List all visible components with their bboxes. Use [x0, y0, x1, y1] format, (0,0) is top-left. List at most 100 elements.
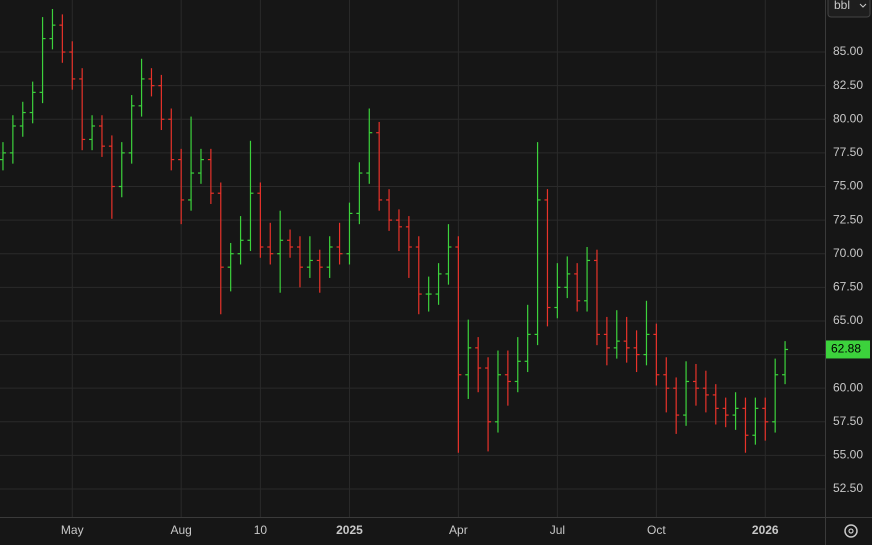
- ohlc-bar: [504, 350, 511, 406]
- unit-dropdown[interactable]: [827, 0, 871, 18]
- settings-button[interactable]: [844, 524, 858, 538]
- ohlc-bar: [267, 222, 274, 265]
- x-tick-label: 10: [254, 523, 268, 537]
- ohlc-bar: [395, 209, 402, 252]
- ohlc-bar: [237, 216, 244, 265]
- ohlc-bar: [138, 58, 145, 117]
- ohlc-bar: [425, 276, 432, 312]
- ohlc-bar: [287, 229, 294, 258]
- y-tick-label: 85.00: [833, 44, 863, 58]
- ohlc-bar: [405, 216, 412, 278]
- ohlc-bar: [118, 142, 125, 198]
- ohlc-bar: [633, 330, 640, 373]
- ohlc-bar: [336, 222, 343, 265]
- y-tick-label: 57.50: [833, 414, 863, 428]
- ohlc-bar: [197, 148, 204, 184]
- ohlc-bar: [593, 249, 600, 346]
- x-tick-label: 2026: [752, 523, 779, 537]
- ohlc-bar: [514, 337, 521, 393]
- ohlc-bar: [673, 377, 680, 434]
- ohlc-bar: [445, 224, 452, 285]
- ohlc-bar: [217, 182, 224, 315]
- dropdown-arrow: [859, 3, 867, 8]
- ohlc-bar: [89, 115, 96, 151]
- y-tick-label: 52.50: [833, 481, 863, 495]
- ohlc-bar: [376, 121, 383, 211]
- ohlc-bar: [534, 142, 541, 346]
- y-tick-label: 55.00: [833, 448, 863, 462]
- ohlc-bar: [722, 397, 729, 428]
- ohlc-bar: [247, 140, 254, 252]
- y-tick-label: 65.00: [833, 313, 863, 327]
- ohlc-bar: [692, 363, 699, 406]
- ohlc-bar: [455, 236, 462, 453]
- ohlc-bar: [178, 148, 185, 225]
- x-tick-label: Aug: [170, 523, 191, 537]
- ohlc-bar: [227, 242, 234, 292]
- ohlc-bar: [79, 68, 86, 151]
- y-tick-label: 72.50: [833, 212, 863, 226]
- y-tick-label: 70.00: [833, 246, 863, 260]
- ohlc-bar: [465, 319, 472, 399]
- ohlc-bar: [603, 316, 610, 366]
- ohlc-bar: [653, 323, 660, 386]
- ohlc-bar: [306, 236, 313, 278]
- y-tick-label: 82.50: [833, 78, 863, 92]
- ohlc-bar: [19, 101, 26, 137]
- bars: [0, 9, 789, 453]
- ohlc-bar: [485, 357, 492, 452]
- ohlc-bar: [415, 236, 422, 315]
- ohlc-bar: [683, 361, 690, 426]
- ohlc-bar: [475, 337, 482, 393]
- ohlc-bar: [386, 189, 393, 231]
- settings-icon-center: [848, 528, 854, 534]
- y-tick-label: 67.50: [833, 280, 863, 294]
- x-tick-label: May: [61, 523, 84, 537]
- ohlc-bar: [623, 316, 630, 363]
- ohlc-bar: [168, 108, 175, 171]
- x-tick-label: Apr: [449, 523, 468, 537]
- unit-label[interactable]: bbl: [834, 0, 850, 12]
- ohlc-bar: [296, 236, 303, 288]
- axis: 52.5055.0057.5060.0062.5065.0067.5070.00…: [61, 44, 870, 537]
- x-tick-label: Oct: [647, 523, 666, 537]
- ohlc-bar: [782, 341, 789, 385]
- ohlc-bar: [49, 9, 56, 50]
- y-tick-label: 75.00: [833, 179, 863, 193]
- ohlc-bar: [366, 108, 373, 184]
- ohlc-bar: [643, 300, 650, 366]
- ohlc-bar: [544, 189, 551, 327]
- x-tick-label: Jul: [550, 523, 565, 537]
- ohlc-bar: [158, 74, 165, 131]
- ohlc-bar: [435, 263, 442, 305]
- ohlc-bar: [702, 370, 709, 413]
- ohlc-bar: [663, 357, 670, 413]
- ohlc-bar: [277, 210, 284, 293]
- ohlc-bar: [712, 384, 719, 425]
- ohlc-bar: [732, 392, 739, 430]
- ohlc-bar: [752, 397, 759, 445]
- last-price-box: [826, 340, 870, 359]
- ohlc-bar: [29, 81, 36, 124]
- last-price-label: 62.88: [831, 342, 861, 356]
- ohlc-bar: [494, 350, 501, 433]
- ohlc-bar: [257, 182, 264, 258]
- ohlc-bar: [188, 116, 195, 211]
- ohlc-bar: [148, 68, 155, 97]
- y-tick-label: 60.00: [833, 380, 863, 394]
- ohlc-bar: [98, 115, 105, 157]
- ohlc-bar: [108, 135, 115, 219]
- ohlc-bar: [584, 247, 591, 312]
- ohlc-bar: [207, 148, 214, 204]
- ohlc-bar: [346, 202, 353, 265]
- ohlc-bar: [9, 115, 16, 164]
- ohlc-bar: [0, 142, 6, 171]
- ohlc-bar: [59, 14, 66, 63]
- settings-icon: [844, 524, 858, 538]
- ohlc-bar: [762, 397, 769, 441]
- y-tick-label: 77.50: [833, 145, 863, 159]
- ohlc-bar: [316, 249, 323, 293]
